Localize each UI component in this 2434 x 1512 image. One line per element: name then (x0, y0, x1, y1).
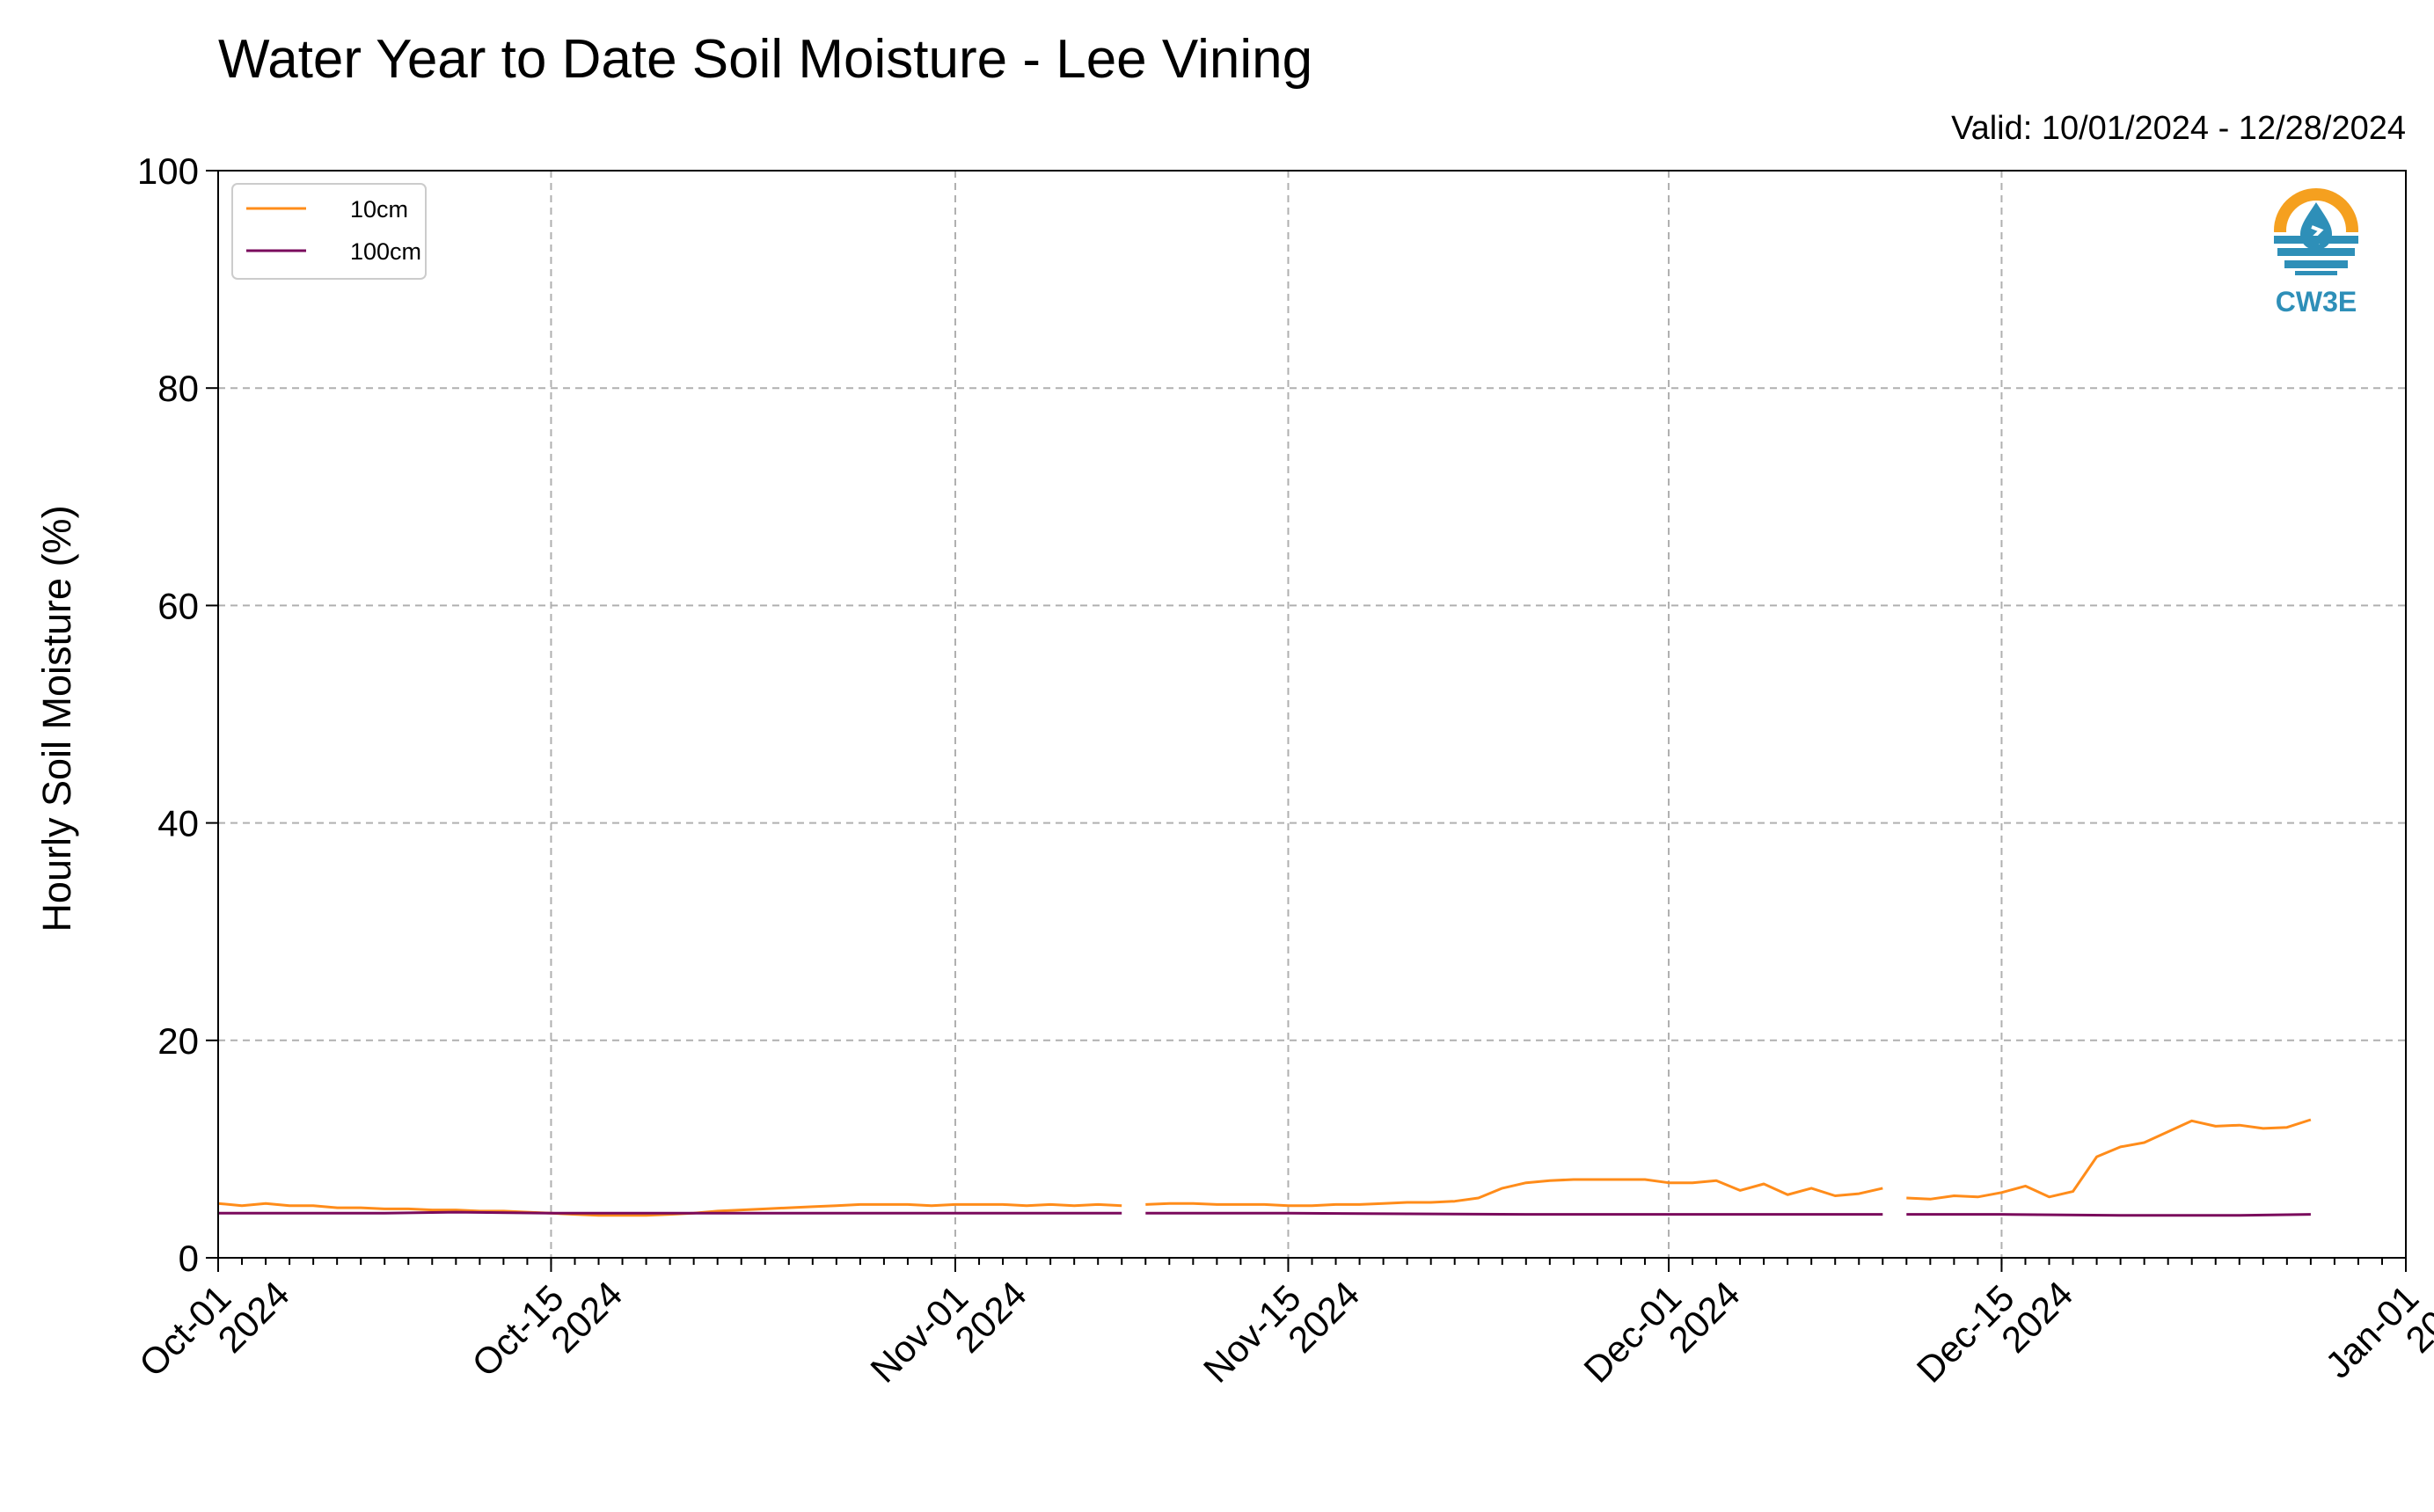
grid-lines (218, 171, 2406, 1258)
y-tick-label: 100 (137, 150, 199, 192)
water-drop-logo-icon (2272, 188, 2360, 275)
legend: 10cm 100cm (231, 183, 427, 280)
series-line-100cm (218, 1210, 1122, 1215)
series-line-10cm (1145, 1178, 1883, 1208)
series-line-100cm (1906, 1213, 2311, 1217)
y-axis-label: Hourly Soil Moisture (%) (34, 505, 79, 931)
y-tick-label: 20 (157, 1020, 199, 1062)
legend-label-10cm: 10cm (350, 196, 408, 223)
cw3e-logo: CW3E (2272, 188, 2360, 318)
y-tick-label: 60 (157, 585, 199, 626)
legend-label-100cm: 100cm (350, 238, 421, 265)
y-tick-label: 40 (157, 803, 199, 844)
series-lines (217, 1118, 2312, 1217)
series-line-10cm (1906, 1118, 2312, 1201)
logo-text: CW3E (2276, 286, 2357, 318)
chart-title: Water Year to Date Soil Moisture - Lee V… (218, 29, 1312, 90)
y-tick-label: 0 (179, 1238, 199, 1279)
plot-frame (217, 170, 2407, 1259)
series-line-100cm (1145, 1211, 1883, 1216)
chart-subtitle: Valid: 10/01/2024 - 12/28/2024 (1951, 110, 2406, 147)
y-tick-label: 80 (157, 368, 199, 409)
